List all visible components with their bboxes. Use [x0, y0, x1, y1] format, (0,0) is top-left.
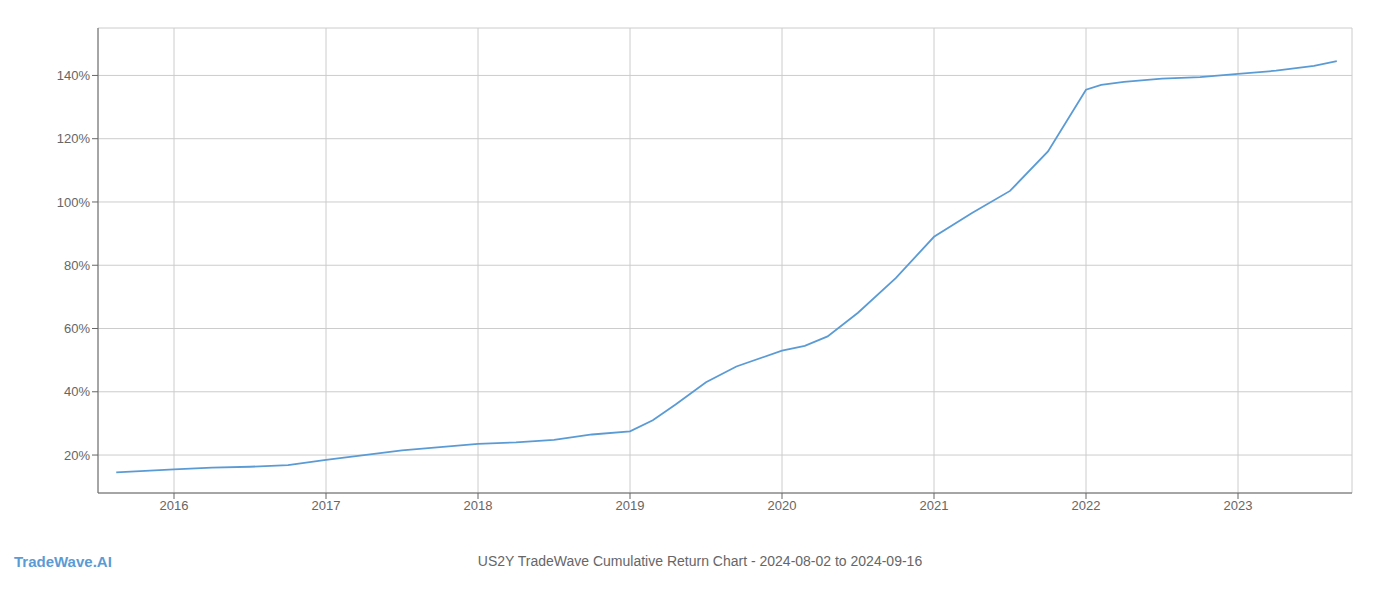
svg-text:2020: 2020: [768, 498, 797, 513]
svg-text:100%: 100%: [57, 195, 91, 210]
svg-text:120%: 120%: [57, 131, 91, 146]
svg-text:2022: 2022: [1072, 498, 1101, 513]
svg-text:80%: 80%: [64, 258, 90, 273]
svg-text:2017: 2017: [312, 498, 341, 513]
svg-text:2018: 2018: [464, 498, 493, 513]
html-text:TradeWave.AI: TradeWave.AI: [14, 553, 112, 570]
html-text:US2Y TradeWave Cumulative Retu: US2Y TradeWave Cumulative Return Chart -…: [477, 553, 923, 569]
svg-text:2021: 2021: [920, 498, 949, 513]
svg-text:2016: 2016: [160, 498, 189, 513]
svg-text:60%: 60%: [64, 321, 90, 336]
svg-text:20%: 20%: [64, 448, 90, 463]
svg-text:2019: 2019: [616, 498, 645, 513]
svg-text:40%: 40%: [64, 384, 90, 399]
svg-text:140%: 140%: [57, 68, 91, 83]
svg-text:2023: 2023: [1224, 498, 1253, 513]
